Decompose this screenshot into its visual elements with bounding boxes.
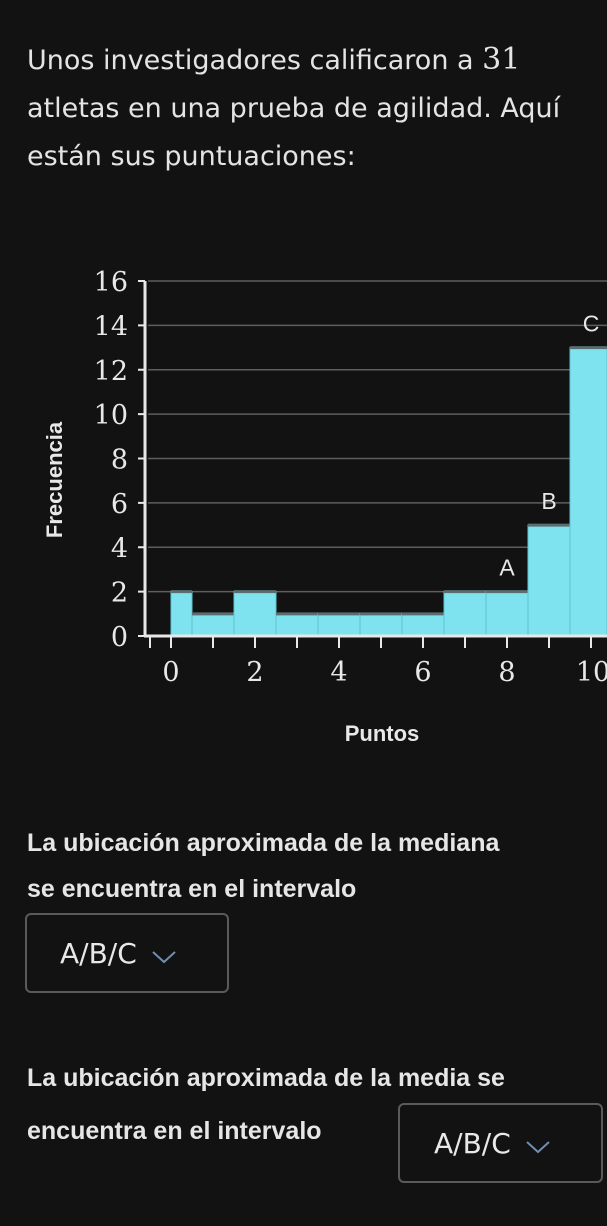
y-tick-label: 4 — [111, 533, 128, 564]
y-tick-label: 6 — [111, 489, 128, 520]
y-tick-label: 2 — [111, 578, 128, 609]
y-tick-label: 16 — [94, 267, 128, 298]
annotation-b: B — [541, 488, 556, 514]
x-tick-label: 0 — [162, 657, 179, 688]
annotation-a: A — [499, 555, 515, 581]
chevron-down-icon — [526, 1141, 550, 1154]
intro-part2: atletas en una prueba de agilidad. Aquí … — [27, 93, 561, 172]
mean-interval-dropdown[interactable]: A/B/C — [398, 1103, 603, 1183]
histogram-bar-6 — [401, 613, 445, 637]
histogram-bar-4 — [317, 613, 361, 637]
annotation-c: C — [583, 311, 600, 337]
y-tick-label: 8 — [111, 445, 128, 476]
histogram-bar-9 — [527, 524, 571, 637]
y-tick-label: 12 — [94, 356, 128, 387]
histogram-chart: 0 2 4 6 8 10 12 14 16 0 2 4 6 8 10 A B C Puntos Frecuencia — [42, 267, 607, 746]
x-axis-label: Puntos — [345, 721, 420, 746]
x-tick-label: 8 — [498, 657, 515, 688]
histogram-bar-2 — [233, 591, 277, 637]
histogram-bar-3 — [275, 613, 319, 637]
mean-question-line1: La ubicación aproximada de la media se — [27, 1064, 505, 1092]
median-dropdown-value: A/B/C — [60, 936, 137, 970]
median-question: La ubicación aproximada de la mediana se … — [27, 820, 607, 912]
y-tick-label: 0 — [111, 622, 128, 653]
mean-dropdown-value: A/B/C — [434, 1126, 511, 1160]
histogram-bar-1 — [191, 613, 235, 637]
x-tick-label: 4 — [330, 657, 347, 688]
histogram-bar-10 — [569, 347, 607, 637]
mean-question-line2: encuentra en el intervalo — [27, 1117, 322, 1145]
median-question-line1: La ubicación aproximada de la mediana — [27, 829, 500, 857]
x-tick-label: 6 — [414, 657, 431, 688]
intro-part1: Unos investigadores calificaron a — [27, 45, 483, 76]
median-interval-dropdown[interactable]: A/B/C — [25, 913, 229, 993]
histogram-bar-7 — [443, 591, 487, 637]
chevron-down-icon — [152, 951, 176, 964]
intro-text: Unos investigadores calificaron a 31 atl… — [27, 36, 602, 181]
y-tick-label: 14 — [94, 311, 128, 342]
histogram-bar-0 — [170, 591, 193, 637]
y-tick-label: 10 — [94, 400, 128, 431]
histogram-bar-8 — [485, 591, 529, 637]
histogram-bar-5 — [359, 613, 403, 637]
x-tick-label: 2 — [246, 657, 263, 688]
median-question-line2: se encuentra en el intervalo — [27, 875, 357, 903]
x-tick-label: 10 — [576, 657, 607, 688]
athlete-count: 31 — [482, 42, 521, 77]
y-axis-label: Frecuencia — [42, 421, 67, 538]
